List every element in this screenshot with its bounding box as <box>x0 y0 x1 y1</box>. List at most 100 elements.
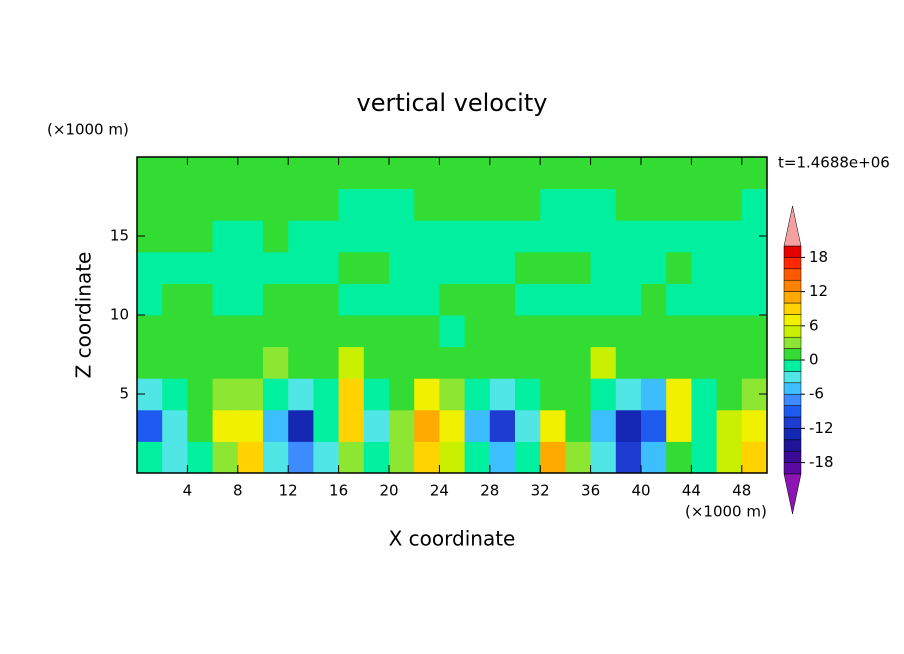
field-cell <box>464 220 491 253</box>
x-tick-label: 8 <box>233 482 243 500</box>
field-cell <box>414 378 440 411</box>
field-cell <box>414 409 440 442</box>
field-cell <box>288 315 314 348</box>
field-cell <box>615 346 642 379</box>
colorbar-tick-label: -6 <box>809 385 824 403</box>
field-cell <box>414 188 440 221</box>
field-cell <box>389 346 415 379</box>
colorbar-tick-label: 12 <box>809 282 828 300</box>
field-cell <box>414 315 440 348</box>
field-cell <box>187 157 214 190</box>
field-cell <box>162 441 188 474</box>
x-tick-label: 40 <box>631 482 650 500</box>
field-cell <box>263 441 289 474</box>
colorbar-box <box>783 245 802 258</box>
field-cell <box>263 251 289 284</box>
field-cell <box>288 283 314 316</box>
field-cell <box>137 157 163 190</box>
field-cell <box>716 441 743 474</box>
field-cell <box>540 220 566 253</box>
field-cell <box>137 409 163 442</box>
field-cell <box>741 315 768 348</box>
field-cell <box>666 378 692 411</box>
field-cell <box>666 346 692 379</box>
field-cell <box>162 283 188 316</box>
colorbar-tick-label: 0 <box>809 351 819 369</box>
field-cell <box>187 188 214 221</box>
field-cell <box>489 315 516 348</box>
colorbar-box <box>783 279 802 292</box>
field-cell <box>212 441 239 474</box>
field-cell <box>515 188 541 221</box>
field-cell <box>439 441 466 474</box>
colorbar-tick-label: 6 <box>809 316 819 334</box>
field-cell <box>615 378 642 411</box>
field-cell <box>489 283 516 316</box>
field-cell <box>263 346 289 379</box>
colorbar-box <box>783 371 802 384</box>
field-cell <box>187 220 214 253</box>
field-cell <box>641 283 667 316</box>
field-cell <box>641 157 667 190</box>
field-cell <box>363 409 390 442</box>
field-cell <box>187 378 214 411</box>
x-tick-label: 44 <box>682 482 701 500</box>
field-cell <box>590 315 617 348</box>
field-cell <box>741 283 768 316</box>
field-cell <box>666 157 692 190</box>
colorbar-tick-label: -18 <box>809 453 834 471</box>
field-cell <box>691 346 718 379</box>
field-cell <box>540 283 566 316</box>
field-cell <box>363 315 390 348</box>
field-cell <box>288 441 314 474</box>
field-cell <box>439 283 466 316</box>
x-tick-label: 48 <box>732 482 751 500</box>
field-cell <box>414 283 440 316</box>
field-cell <box>464 441 491 474</box>
y-tick-label: 15 <box>110 227 129 245</box>
colorbar-box <box>783 348 802 361</box>
field-cell <box>313 409 340 442</box>
field-cell <box>313 157 340 190</box>
field-cell <box>187 441 214 474</box>
field-cell <box>741 188 768 221</box>
field-cell <box>389 251 415 284</box>
field-cell <box>162 251 188 284</box>
field-cell <box>691 409 718 442</box>
field-cell <box>615 251 642 284</box>
field-cell <box>716 315 743 348</box>
field-cell <box>691 378 718 411</box>
field-cell <box>565 346 592 379</box>
field-cell <box>716 188 743 221</box>
y-tick-label: 5 <box>119 385 129 403</box>
field-cell <box>691 220 718 253</box>
field-cell <box>363 346 390 379</box>
colorbar-box <box>783 428 802 441</box>
field-cell <box>691 283 718 316</box>
field-cell <box>137 346 163 379</box>
field-cell <box>464 283 491 316</box>
field-cell <box>615 220 642 253</box>
field-cell <box>187 315 214 348</box>
field-cell <box>363 251 390 284</box>
field-cell <box>162 315 188 348</box>
field-cell <box>237 157 264 190</box>
field-cell <box>590 346 617 379</box>
colorbar-box <box>783 302 802 315</box>
field-cell <box>288 346 314 379</box>
field-cell <box>439 409 466 442</box>
field-cell <box>464 378 491 411</box>
field-cell <box>187 409 214 442</box>
field-cell <box>741 346 768 379</box>
field-cell <box>187 251 214 284</box>
field-cell <box>288 409 314 442</box>
field-cell <box>212 188 239 221</box>
field-cell <box>263 157 289 190</box>
field-cell <box>313 315 340 348</box>
field-cell <box>565 188 592 221</box>
field-cell <box>363 188 390 221</box>
field-cell <box>515 157 541 190</box>
field-cell <box>641 188 667 221</box>
field-cell <box>389 283 415 316</box>
